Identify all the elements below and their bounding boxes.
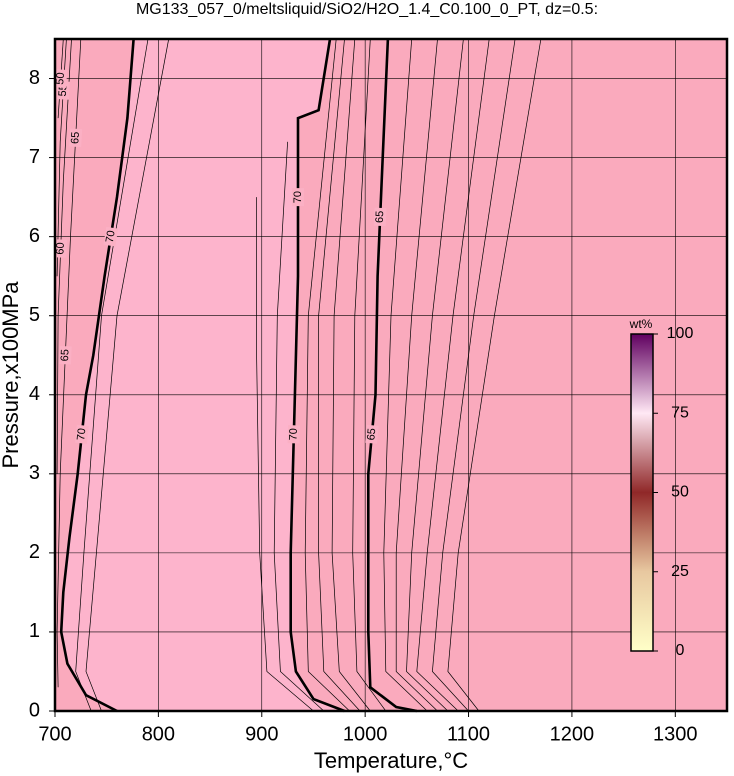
contour-label: 65 bbox=[69, 131, 82, 144]
contour-line bbox=[75, 38, 149, 712]
colorbar-tick-label: 100 bbox=[667, 325, 694, 342]
contour-label: 65 bbox=[365, 428, 378, 441]
contour-label: 70 bbox=[75, 428, 88, 441]
contour-label-bg bbox=[291, 188, 304, 207]
contour-label: 65 bbox=[374, 210, 387, 223]
y-axis-title: Pressure,x100MPa bbox=[0, 281, 23, 469]
colorbar-label: wt% bbox=[629, 317, 653, 331]
contour-label-bg bbox=[58, 345, 72, 365]
contour-label: 60 bbox=[54, 242, 66, 255]
contour-line bbox=[367, 38, 418, 713]
contour-label-bg bbox=[365, 424, 379, 444]
contour-label: 70 bbox=[104, 230, 118, 244]
contour-line bbox=[406, 38, 464, 712]
contour-line bbox=[395, 38, 438, 712]
x-tick-label: 1000 bbox=[343, 723, 388, 745]
x-tick-label: 900 bbox=[245, 723, 278, 745]
contour-line bbox=[383, 38, 428, 712]
colorbar bbox=[630, 333, 654, 652]
colorbar-tick-label: 0 bbox=[676, 642, 685, 659]
contour-line bbox=[447, 38, 542, 712]
contour-label-bg bbox=[74, 424, 89, 444]
contour-line bbox=[318, 38, 361, 712]
y-tick-label: 3 bbox=[29, 462, 40, 484]
contour-label: 70 bbox=[288, 428, 300, 441]
x-tick-label: 1200 bbox=[550, 723, 595, 745]
y-tick-label: 4 bbox=[29, 383, 40, 405]
colorbar-tick-label: 25 bbox=[671, 563, 689, 580]
colorbar-tick-label: 50 bbox=[671, 484, 689, 501]
contour-line bbox=[432, 38, 516, 712]
y-tick-label: 5 bbox=[29, 304, 40, 326]
contour-label-bg bbox=[287, 425, 301, 444]
contour-line bbox=[289, 38, 345, 713]
contour-label-bg bbox=[373, 207, 387, 227]
contour-label-bg bbox=[103, 226, 119, 247]
x-tick-label: 700 bbox=[38, 723, 71, 745]
y-tick-label: 1 bbox=[29, 620, 40, 642]
y-tick-label: 2 bbox=[29, 541, 40, 563]
contour-line bbox=[273, 141, 325, 712]
contour-label-bg bbox=[54, 239, 68, 258]
contour-label: 65 bbox=[59, 349, 72, 362]
contour-label: 70 bbox=[292, 191, 304, 203]
contour-line bbox=[256, 197, 314, 712]
x-tick-label: 1300 bbox=[653, 723, 698, 745]
y-tick-label: 6 bbox=[29, 225, 40, 247]
contour-line bbox=[59, 38, 135, 713]
x-tick-label: 1100 bbox=[447, 723, 490, 745]
contour-line bbox=[352, 38, 387, 712]
y-tick-label: 8 bbox=[29, 67, 40, 89]
x-tick-label: 800 bbox=[142, 723, 175, 745]
contour-label: 50 bbox=[54, 72, 67, 85]
x-axis-title: Temperature,°C bbox=[314, 748, 468, 773]
contour-line bbox=[416, 38, 490, 712]
plot-frame bbox=[53, 37, 729, 713]
contour-line bbox=[331, 38, 371, 712]
colorbar-tick-label: 75 bbox=[671, 404, 689, 421]
contour-line bbox=[304, 38, 350, 712]
chart-title: MG133_057_0/meltsliquid/SiO2/H2O_1.4_C0.… bbox=[136, 1, 598, 18]
y-tick-label: 7 bbox=[29, 146, 40, 168]
contour-line bbox=[56, 38, 82, 688]
contour-line bbox=[85, 38, 170, 712]
y-tick-label: 0 bbox=[29, 699, 40, 721]
contour-label-bg bbox=[69, 128, 83, 148]
contour-label-bg bbox=[54, 69, 68, 88]
region-fill bbox=[61, 39, 345, 711]
